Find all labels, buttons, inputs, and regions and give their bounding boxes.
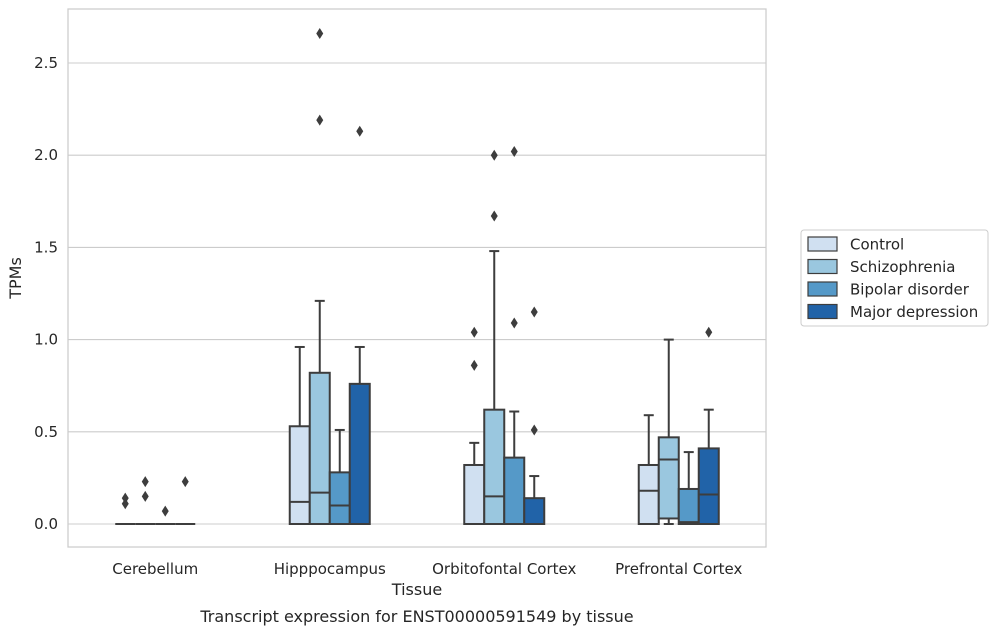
- outlier-point: [161, 505, 169, 517]
- outlier-point: [141, 476, 149, 488]
- outlier-point: [490, 149, 498, 161]
- box-body: [523, 497, 546, 525]
- y-tick-label: 2.5: [34, 54, 58, 72]
- legend-swatch: [807, 303, 838, 320]
- legend-item-bipolar-disorder: Bipolar disorder: [807, 281, 970, 299]
- box-body: [463, 463, 486, 526]
- box-body: [677, 487, 700, 525]
- legend-label: Major depression: [850, 303, 978, 321]
- box-body: [308, 371, 331, 525]
- box-groups: [115, 27, 720, 526]
- box-group-prefrontal-cortex: [637, 326, 720, 526]
- box-body: [657, 436, 680, 520]
- y-tick-labels: 0.0 0.5 1.0 1.5 2.0 2.5: [34, 54, 58, 533]
- outlier-point: [316, 114, 324, 126]
- box-group-hipppocampus: [288, 27, 371, 526]
- outlier-point: [490, 210, 498, 222]
- outlier-point: [181, 476, 189, 488]
- box-bipolar-disorder: [155, 505, 176, 525]
- box-bipolar-disorder: [503, 146, 526, 525]
- box-control: [288, 345, 311, 526]
- box-control: [463, 326, 486, 526]
- legend-label: Schizophrenia: [850, 258, 955, 276]
- legend-swatch: [807, 258, 838, 275]
- outlier-point: [316, 27, 324, 39]
- box-body: [697, 447, 720, 525]
- box-schizophrenia: [657, 338, 680, 525]
- x-tick-labels: Cerebellum Hipppocampus Orbitofontal Corte…: [112, 560, 742, 578]
- y-tick-label: 0.5: [34, 423, 58, 441]
- box-body: [483, 408, 506, 525]
- outlier-point: [470, 359, 478, 371]
- box-group-cerebellum: [115, 476, 196, 525]
- legend-item-control: Control: [807, 236, 904, 254]
- x-tick-label: Orbitofontal Cortex: [432, 560, 576, 578]
- box-body: [637, 463, 660, 526]
- plot-frame: [67, 8, 767, 548]
- box-group-orbitofontal-cortex: [463, 146, 546, 526]
- legend-swatch: [807, 236, 838, 252]
- box-body: [503, 456, 526, 525]
- chart-caption: Transcript expression for ENST0000059154…: [199, 607, 633, 626]
- outlier-point: [141, 490, 149, 502]
- outlier-point: [510, 317, 518, 329]
- box-schizophrenia: [308, 27, 331, 525]
- box-major-depression: [523, 306, 546, 525]
- x-axis-label: Tissue: [391, 580, 442, 599]
- outlier-point: [356, 125, 364, 137]
- box-major-depression: [175, 476, 196, 525]
- outlier-point: [510, 146, 518, 158]
- legend-label: Control: [850, 236, 904, 254]
- y-tick-label: 1.0: [34, 331, 58, 349]
- x-tick-label: Prefrontal Cortex: [615, 560, 742, 578]
- box-bipolar-disorder: [677, 451, 700, 525]
- legend-swatch: [807, 281, 838, 297]
- legend-frame: [800, 229, 989, 327]
- outlier-point: [121, 492, 129, 504]
- legend-item-major-depression: Major depression: [807, 303, 978, 321]
- outlier-point: [705, 326, 713, 338]
- box-bipolar-disorder: [328, 428, 351, 526]
- outlier-point: [530, 424, 538, 436]
- legend: Control Schizophrenia Bipolar disorder Majo…: [800, 229, 989, 327]
- box-control: [637, 414, 660, 526]
- outlier-point: [121, 498, 129, 510]
- box-schizophrenia: [135, 476, 156, 525]
- x-tick-label: Cerebellum: [112, 560, 198, 578]
- box-body: [328, 471, 351, 526]
- outlier-point: [530, 306, 538, 318]
- box-body: [348, 382, 371, 525]
- y-axis-label: TPMs: [6, 257, 25, 300]
- outlier-point: [470, 326, 478, 338]
- box-major-depression: [348, 125, 371, 525]
- y-tick-label: 1.5: [34, 238, 58, 256]
- x-tick-label: Hipppocampus: [274, 560, 386, 578]
- box-control: [115, 492, 136, 525]
- box-major-depression: [697, 326, 720, 525]
- legend-item-schizophrenia: Schizophrenia: [807, 258, 955, 276]
- y-tick-label: 2.0: [34, 146, 58, 164]
- box-schizophrenia: [483, 149, 506, 525]
- box-body: [288, 425, 311, 526]
- y-tick-label: 0.0: [34, 515, 58, 533]
- legend-label: Bipolar disorder: [850, 281, 970, 299]
